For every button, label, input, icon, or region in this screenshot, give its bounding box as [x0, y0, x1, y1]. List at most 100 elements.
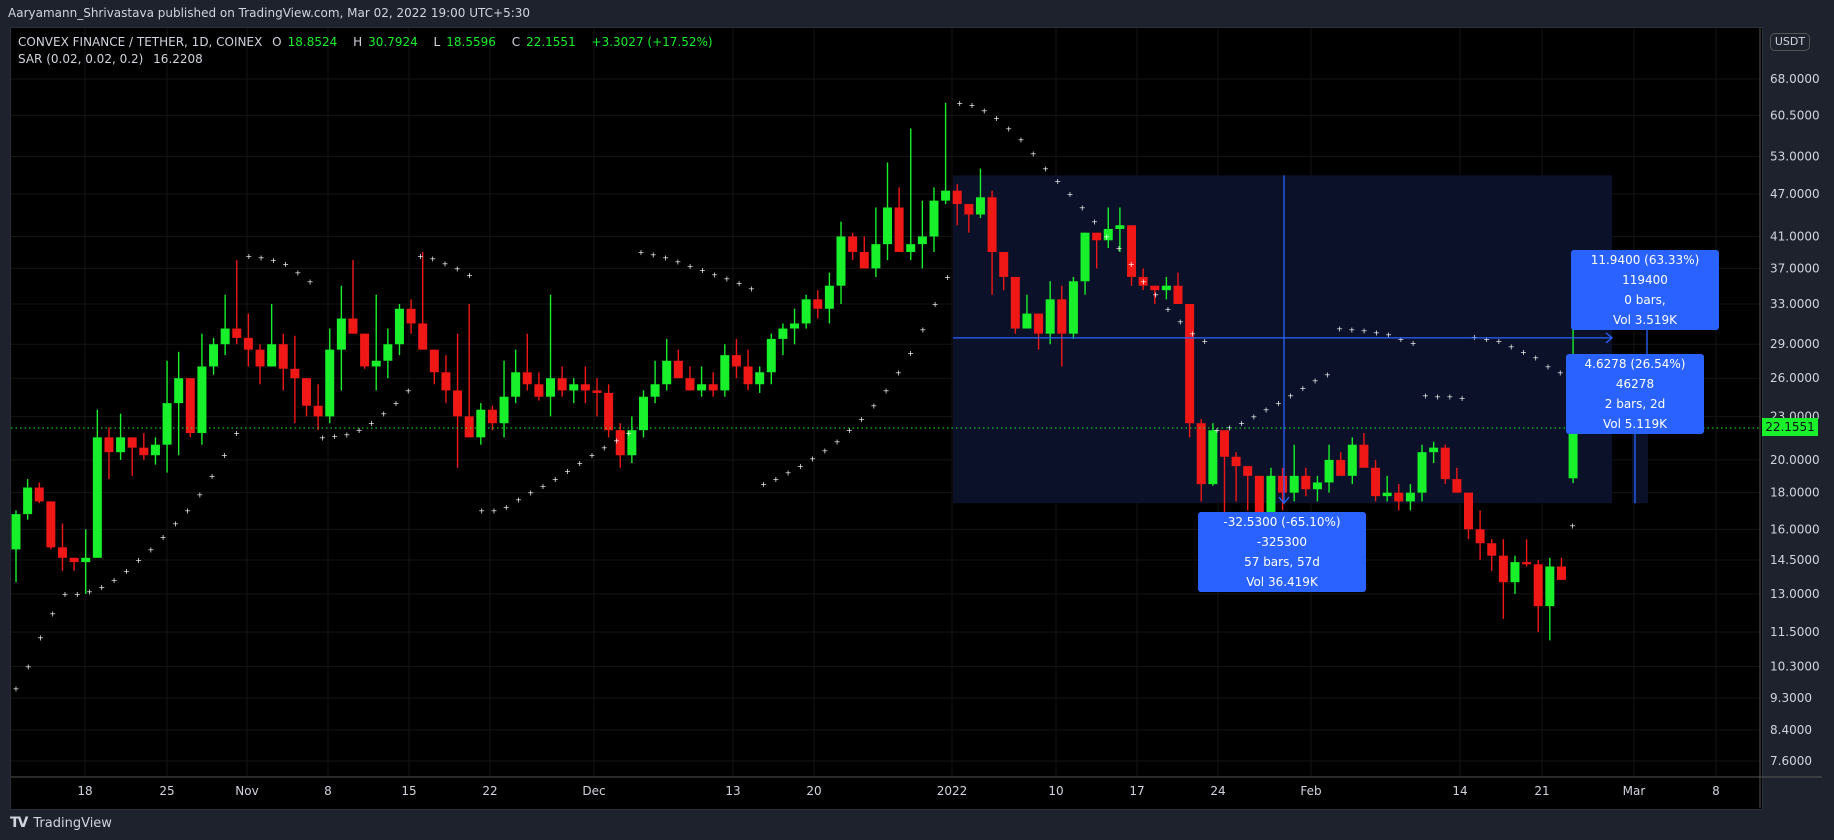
candle: [278, 333, 288, 391]
time-axis-tick: 17: [1129, 784, 1144, 798]
candle: [371, 294, 381, 391]
ohlc-low: L 18.5596: [433, 35, 496, 49]
candle: [69, 557, 79, 571]
currency-unit-button[interactable]: USDT: [1770, 33, 1810, 51]
sar-dot: +: [932, 300, 939, 309]
candle: [197, 333, 207, 445]
sar-dot: +: [1557, 368, 1564, 377]
time-axis-tick: 14: [1452, 784, 1467, 798]
time-axis-tick: Feb: [1300, 784, 1321, 798]
measure-label-down: -32.5300 (-65.10%) -325300 57 bars, 57d …: [1198, 512, 1366, 592]
sar-dot: +: [184, 506, 191, 515]
candle: [406, 299, 416, 334]
candle: [1289, 444, 1299, 502]
candle: [859, 236, 869, 269]
candle: [1103, 207, 1113, 249]
tradingview-logo-icon: TV: [10, 815, 28, 831]
sar-dot: +: [442, 259, 449, 268]
sar-dot: +: [711, 270, 718, 279]
candle: [824, 272, 834, 324]
sar-dot: +: [638, 248, 645, 257]
candle: [232, 260, 242, 345]
sar-dot: +: [1299, 384, 1306, 393]
candle: [1010, 276, 1020, 334]
sar-dot: +: [454, 264, 461, 273]
sar-dot: +: [344, 430, 351, 439]
sar-dot: +: [1152, 291, 1159, 300]
candle: [906, 128, 916, 261]
candle: [975, 168, 985, 219]
brand-name: TradingView: [33, 815, 112, 831]
sar-dot: +: [1214, 426, 1221, 435]
candle: [1080, 232, 1090, 295]
arrow-down-icon: [1278, 496, 1290, 505]
footer-brand[interactable]: TV TradingView: [10, 815, 112, 831]
sar-dot: +: [37, 634, 44, 643]
sar-dot: +: [552, 475, 559, 484]
candle: [952, 184, 962, 226]
candle: [580, 366, 590, 404]
sar-dot: +: [564, 467, 571, 476]
price-axis-tick: 8.4000: [1770, 723, 1812, 737]
sar-dot: +: [1054, 177, 1061, 186]
sar-dot: +: [1398, 335, 1405, 344]
candle: [1452, 467, 1462, 493]
time-axis-tick: 8: [324, 784, 332, 798]
measure-label-up-small: 4.6278 (26.54%) 46278 2 bars, 2d Vol 5.1…: [1566, 354, 1704, 434]
sar-dot: +: [1201, 337, 1208, 346]
price-axis-tick: 68.0000: [1770, 72, 1820, 86]
measure-range-box[interactable]: [953, 175, 1612, 504]
sar-dot: +: [1410, 339, 1417, 348]
sar-dot: +: [1177, 317, 1184, 326]
sar-dot: +: [846, 426, 853, 435]
time-axis-tick: 22: [482, 784, 497, 798]
candle: [394, 304, 404, 356]
candle: [999, 252, 1009, 291]
candle: [1498, 539, 1508, 619]
price-axis-tick: 53.0000: [1770, 150, 1820, 164]
sar-dot: +: [687, 262, 694, 271]
candle: [150, 437, 160, 465]
candle: [604, 384, 614, 438]
symbol-legend-row: CONVEX FINANCE / TETHER, 1D, COINEX O 18.…: [18, 34, 719, 51]
sar-dot: +: [1103, 232, 1110, 241]
sar-dot: +: [1067, 190, 1074, 199]
candle: [871, 207, 881, 277]
chart-legend: CONVEX FINANCE / TETHER, 1D, COINEX O 18.…: [18, 34, 719, 68]
price-axis-tick: 29.0000: [1770, 337, 1820, 351]
sar-dot: +: [907, 349, 914, 358]
candle: [267, 304, 277, 367]
price-axis-tick: 37.0000: [1770, 261, 1820, 275]
sar-dot: +: [1091, 218, 1098, 227]
symbol-title[interactable]: CONVEX FINANCE / TETHER, 1D, COINEX: [18, 35, 263, 49]
candle: [1545, 557, 1555, 641]
candle: [1312, 475, 1322, 502]
candle: [964, 204, 974, 233]
candle: [255, 344, 265, 385]
candle: [534, 372, 544, 401]
sar-dot: +: [282, 260, 289, 269]
price-axis-tick: 41.0000: [1770, 229, 1820, 243]
sar-dot: +: [331, 432, 338, 441]
candle: [487, 405, 497, 431]
indicator-title[interactable]: SAR (0.02, 0.02, 0.2): [18, 52, 144, 66]
candle: [1127, 225, 1137, 286]
candle: [1301, 467, 1311, 497]
candle: [1475, 510, 1485, 560]
candle: [731, 338, 741, 379]
price-axis-tick: 16.0000: [1770, 522, 1820, 536]
last-price-tag: 22.1551: [1762, 418, 1818, 436]
sar-dot: +: [576, 459, 583, 468]
sar-dot: +: [393, 399, 400, 408]
sar-dot: +: [258, 254, 265, 263]
measure-label-up-large: 11.9400 (63.33%) 119400 0 bars, Vol 3.51…: [1571, 250, 1719, 330]
sar-dot: +: [527, 489, 534, 498]
sar-dot: +: [785, 469, 792, 478]
measure-range-box-small[interactable]: [1632, 427, 1648, 504]
candle: [1150, 285, 1160, 305]
sar-dot: +: [1140, 277, 1147, 286]
candle: [720, 344, 730, 397]
sar-dot: +: [993, 114, 1000, 123]
candle: [697, 366, 707, 397]
